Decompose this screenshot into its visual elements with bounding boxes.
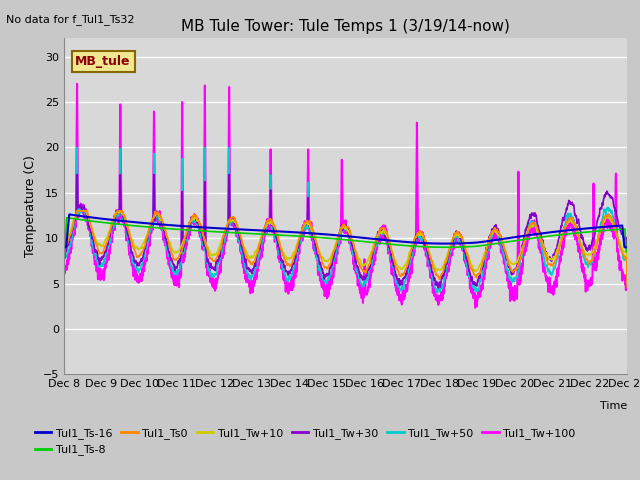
Tul1_Tw+30 — [510, 270, 518, 276]
Tul1_Ts0 — [623, 284, 631, 290]
Tul1_Tw+50 — [589, 252, 597, 258]
Tul1_Tw+30 — [218, 246, 225, 252]
Text: No data for f_Tul1_Ts32: No data for f_Tul1_Ts32 — [6, 14, 135, 25]
Tul1_Ts-8 — [63, 215, 70, 220]
Tul1_Tw+10 — [60, 273, 68, 278]
Title: MB Tule Tower: Tule Temps 1 (3/19/14-now): MB Tule Tower: Tule Temps 1 (3/19/14-now… — [181, 20, 510, 35]
Tul1_Tw+100 — [60, 269, 68, 275]
Tul1_Ts-8 — [374, 240, 382, 246]
Tul1_Tw+30 — [362, 275, 370, 280]
Legend: Tul1_Ts-16, Tul1_Ts-8, Tul1_Ts0, Tul1_Tw+10, Tul1_Tw+30, Tul1_Tw+50, Tul1_Tw+100: Tul1_Ts-16, Tul1_Ts-8, Tul1_Ts0, Tul1_Tw… — [30, 424, 580, 460]
Tul1_Tw+100 — [623, 279, 631, 285]
Tul1_Tw+100 — [218, 258, 225, 264]
Tul1_Ts-16 — [362, 235, 370, 241]
Tul1_Ts0 — [362, 269, 370, 275]
Tul1_Tw+50 — [73, 144, 81, 150]
Tul1_Tw+10 — [589, 248, 597, 253]
Tul1_Ts-8 — [362, 239, 370, 245]
Tul1_Ts-16 — [623, 244, 631, 250]
Tul1_Ts-16 — [218, 226, 225, 231]
Tul1_Tw+30 — [73, 172, 81, 178]
Tul1_Tw+30 — [374, 230, 382, 236]
Tul1_Ts-16 — [574, 227, 582, 232]
Tul1_Tw+50 — [374, 234, 382, 240]
Tul1_Ts0 — [218, 245, 225, 251]
Tul1_Tw+100 — [471, 305, 479, 311]
Tul1_Ts0 — [589, 253, 597, 259]
Tul1_Ts-8 — [509, 238, 517, 244]
Tul1_Tw+10 — [362, 261, 370, 267]
Tul1_Ts0 — [60, 276, 68, 282]
Tul1_Ts0 — [509, 268, 517, 274]
Text: Time: Time — [600, 401, 627, 411]
Tul1_Tw+10 — [574, 233, 582, 239]
Tul1_Tw+10 — [374, 232, 382, 238]
Tul1_Tw+10 — [218, 239, 225, 245]
Tul1_Ts-8 — [218, 229, 225, 235]
Tul1_Tw+50 — [362, 276, 370, 282]
Line: Tul1_Tw+30: Tul1_Tw+30 — [64, 175, 627, 288]
Tul1_Tw+100 — [510, 293, 518, 299]
Tul1_Tw+50 — [60, 278, 68, 284]
Tul1_Tw+30 — [435, 285, 442, 291]
Tul1_Tw+30 — [589, 237, 597, 242]
Tul1_Ts-8 — [589, 228, 597, 234]
Tul1_Ts-16 — [509, 234, 517, 240]
Tul1_Ts0 — [73, 208, 81, 214]
Tul1_Tw+100 — [362, 288, 370, 294]
Tul1_Ts-16 — [589, 225, 597, 231]
Tul1_Tw+10 — [509, 261, 517, 267]
Tul1_Ts-16 — [65, 212, 73, 217]
Tul1_Tw+30 — [574, 218, 582, 224]
Tul1_Tw+50 — [218, 251, 225, 256]
Tul1_Ts-16 — [374, 237, 382, 242]
Line: Tul1_Tw+100: Tul1_Tw+100 — [64, 84, 627, 308]
Tul1_Ts-8 — [574, 230, 582, 236]
Tul1_Tw+50 — [433, 290, 441, 296]
Tul1_Tw+10 — [623, 280, 631, 286]
Tul1_Ts-16 — [60, 244, 68, 250]
Line: Tul1_Ts0: Tul1_Ts0 — [64, 211, 627, 287]
Tul1_Tw+100 — [73, 81, 81, 87]
Tul1_Tw+30 — [623, 265, 631, 271]
Tul1_Tw+50 — [574, 233, 582, 239]
Line: Tul1_Tw+10: Tul1_Tw+10 — [64, 211, 627, 283]
Tul1_Ts0 — [574, 229, 582, 235]
Line: Tul1_Ts-8: Tul1_Ts-8 — [64, 217, 627, 252]
Tul1_Ts0 — [374, 230, 382, 236]
Tul1_Tw+100 — [589, 180, 597, 186]
Tul1_Tw+10 — [73, 208, 81, 214]
Tul1_Tw+50 — [510, 275, 518, 281]
Y-axis label: Temperature (C): Temperature (C) — [24, 156, 37, 257]
Tul1_Tw+30 — [60, 275, 68, 281]
Line: Tul1_Tw+50: Tul1_Tw+50 — [64, 147, 627, 293]
Tul1_Tw+100 — [574, 241, 582, 247]
Tul1_Ts-8 — [623, 249, 631, 255]
Text: MB_tule: MB_tule — [76, 55, 131, 68]
Line: Tul1_Ts-16: Tul1_Ts-16 — [64, 215, 627, 247]
Tul1_Ts-8 — [60, 249, 68, 255]
Tul1_Tw+50 — [623, 281, 631, 287]
Tul1_Tw+100 — [374, 239, 382, 245]
